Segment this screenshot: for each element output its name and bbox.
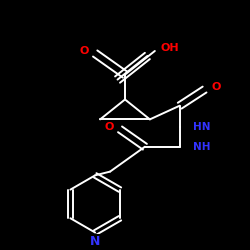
Text: NH: NH	[194, 142, 211, 152]
Text: O: O	[79, 46, 89, 56]
Text: O: O	[211, 82, 220, 92]
Text: OH: OH	[160, 44, 179, 54]
Text: HN: HN	[194, 122, 211, 132]
Text: N: N	[90, 236, 100, 248]
Text: O: O	[104, 122, 114, 132]
